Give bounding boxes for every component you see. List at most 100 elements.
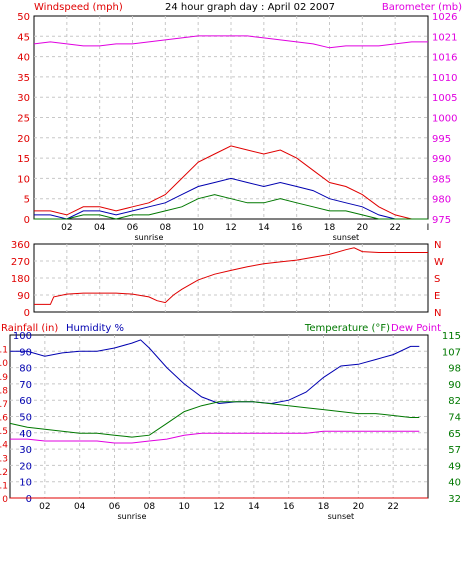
x-tick-label: 14 [248, 502, 260, 512]
wind-red-line [34, 145, 428, 220]
wind-tick-label: 5 [24, 195, 30, 206]
rainfall-tick-label: 0.9 [0, 373, 8, 383]
x-tick-label: 20 [353, 502, 365, 512]
temperature-tick-label: 57 [448, 445, 461, 456]
x-tick-label: 06 [109, 502, 121, 512]
rainfall-tick-label: 0.5 [0, 427, 8, 437]
x-tick-label: 02 [39, 502, 50, 512]
dew-point-axis-label: Dew Point [391, 323, 441, 334]
x-tick-label: 02 [61, 223, 72, 233]
barometer-line [33, 35, 428, 49]
compass-tick-label: N [434, 308, 441, 319]
x-tick-label: 22 [389, 223, 400, 233]
wind-tick-label: 25 [17, 114, 30, 125]
rainfall-tick-label: 1.1 [0, 346, 8, 356]
sunset-marker-label: sunset [328, 512, 355, 521]
compass-tick-label: N [434, 240, 441, 251]
sunrise-marker-label: sunrise [134, 233, 163, 242]
wind-tick-label: 40 [17, 53, 30, 64]
sunrise-marker-label: sunrise [117, 512, 146, 521]
humidity-axis-label: Humidity % [66, 323, 124, 334]
x-tick-label: 20 [357, 223, 369, 233]
direction-tick-label: 360 [11, 240, 30, 251]
humidity-tick-label: 10 [19, 478, 32, 489]
x-tick-label: 12 [225, 223, 236, 233]
compass-tick-label: E [434, 291, 440, 302]
temperature-tick-label: 98 [448, 364, 461, 375]
x-tick-label: 08 [160, 223, 172, 233]
wind-tick-label: 15 [17, 154, 30, 165]
graph-title: 24 hour graph day : April 02 2007 [165, 2, 335, 13]
rainfall-tick-label: 0.6 [0, 414, 8, 424]
rainfall-tick-label: 0 [2, 495, 8, 505]
wind-green-line [34, 194, 428, 220]
rainfall-tick-label: 1.0 [0, 359, 8, 369]
x-tick-label: 06 [127, 223, 139, 233]
barometer-tick-label: 985 [432, 174, 451, 185]
humidity-tick-label: 90 [19, 347, 32, 358]
barometer-tick-label: 1016 [432, 53, 457, 64]
wind-tick-label: 45 [17, 32, 30, 43]
compass-tick-label: W [434, 257, 444, 268]
wind-tick-label: 20 [17, 134, 30, 145]
x-tick-label: 08 [144, 502, 156, 512]
rainfall-tick-label: 0.2 [0, 468, 8, 478]
humidity-tick-label: 60 [19, 396, 32, 407]
direction-tick-label: 90 [17, 291, 30, 302]
x-tick-label: 04 [74, 502, 86, 512]
temperature-axis-label: Temperature (°F) [304, 323, 390, 334]
x-tick-label: 18 [318, 502, 330, 512]
barometer-tick-label: 1010 [432, 73, 457, 84]
humidity-line [10, 339, 420, 405]
direction-panel-frame [33, 243, 429, 313]
wind-tick-label: 30 [17, 93, 30, 104]
temperature-tick-label: 32 [448, 494, 461, 505]
humidity-tick-label: 30 [19, 445, 32, 456]
x-tick-label: 16 [291, 223, 303, 233]
windspeed-axis-label: Windspeed (mph) [34, 2, 123, 13]
charts-layer: 0510152025303540455097598098599099510001… [0, 12, 461, 521]
barometer-tick-label: 1026 [432, 12, 457, 23]
rainfall-tick-label: 0.1 [0, 481, 8, 491]
rainfall-tick-label: 0.4 [0, 441, 8, 451]
temperature-line [9, 401, 420, 438]
barometer-tick-label: 990 [432, 154, 451, 165]
x-tick-label: 22 [387, 502, 398, 512]
x-tick-label: 16 [283, 502, 295, 512]
x-tick-label: 12 [213, 502, 224, 512]
humidity-tick-label: 80 [19, 364, 32, 375]
x-tick-label: 10 [192, 223, 204, 233]
humidity-tick-label: 50 [19, 413, 32, 424]
barometer-tick-label: 1000 [432, 114, 457, 125]
wind-tick-label: 0 [24, 215, 30, 226]
x-tick-label: I [427, 223, 430, 233]
x-tick-label: 14 [258, 223, 270, 233]
barometer-tick-label: 1005 [432, 93, 457, 104]
wind-tick-label: 50 [17, 12, 30, 23]
x-tick-label: 10 [178, 502, 190, 512]
rainfall-tick-label: 0.7 [0, 400, 8, 410]
barometer-tick-label: 1021 [432, 32, 457, 43]
rainfall-tick-label: 0.8 [0, 386, 8, 396]
temperature-tick-label: 65 [448, 429, 461, 440]
barometer-tick-label: 995 [432, 134, 451, 145]
temperature-tick-label: 49 [448, 461, 461, 472]
humidity-tick-label: 70 [19, 380, 32, 391]
sunset-marker-label: sunset [333, 233, 360, 242]
dew-point-line [10, 430, 420, 444]
temperature-tick-label: 40 [448, 478, 461, 489]
wind-blue-line [34, 177, 428, 220]
wind-tick-label: 35 [17, 73, 30, 84]
direction-tick-label: 270 [11, 257, 30, 268]
temperature-tick-label: 74 [448, 413, 461, 424]
humidity-tick-label: 0 [26, 494, 32, 505]
barometer-tick-label: 980 [432, 195, 451, 206]
barometer-tick-label: 975 [432, 215, 451, 226]
humidity-tick-label: 20 [19, 461, 32, 472]
temperature-tick-label: 90 [448, 380, 461, 391]
temperature-tick-label: 107 [442, 347, 461, 358]
barometer-axis-label: Barometer (mb) [382, 2, 462, 13]
rainfall-axis-label: Rainfall (in) [1, 323, 58, 334]
direction-tick-label: 180 [11, 274, 30, 285]
